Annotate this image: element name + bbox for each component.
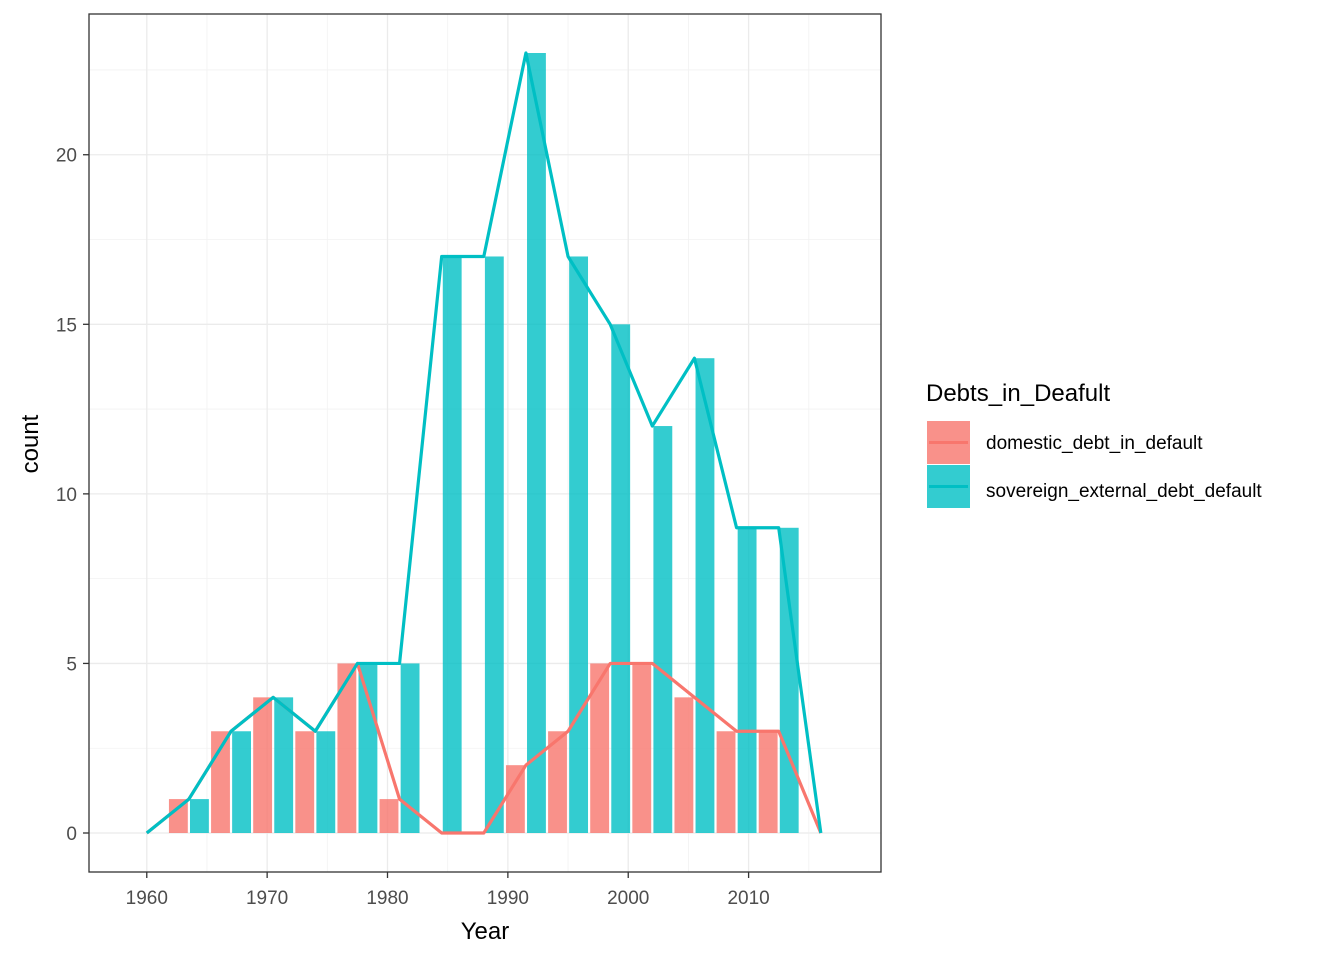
bar-domestic xyxy=(505,765,525,833)
bar-domestic xyxy=(295,731,315,833)
bar-domestic xyxy=(548,731,567,833)
x-tick-label: 2010 xyxy=(727,888,769,909)
legend: Debts_in_Deafult domestic_debt_in_defaul… xyxy=(926,380,1262,508)
bar-sovereign xyxy=(779,527,799,833)
legend-item-domestic: domestic_debt_in_default xyxy=(927,421,1203,464)
bar-sovereign xyxy=(484,256,504,833)
x-axis-title: Year xyxy=(461,918,510,945)
legend-item-sovereign: sovereign_external_debt_default xyxy=(927,465,1262,508)
axes: 1960 1970 1980 1990 2000 2010 0 5 10 15 20 xyxy=(56,146,770,909)
x-tick-label: 1990 xyxy=(487,888,529,909)
bar-domestic xyxy=(337,663,357,833)
bar-sovereign xyxy=(611,324,631,833)
bar-domestic xyxy=(716,731,736,833)
bar-sovereign xyxy=(569,256,589,833)
bar-domestic xyxy=(379,799,399,833)
y-axis-title: count xyxy=(17,414,44,473)
bar-sovereign xyxy=(442,256,462,833)
bar-sovereign xyxy=(190,799,209,833)
bar-sovereign xyxy=(316,731,336,833)
y-tick-label: 0 xyxy=(66,824,77,845)
bars xyxy=(168,53,799,833)
legend-title: Debts_in_Deafult xyxy=(926,380,1110,407)
legend-label-domestic: domestic_debt_in_default xyxy=(986,433,1203,454)
bar-sovereign xyxy=(232,731,251,833)
x-tick-label: 1980 xyxy=(366,888,408,909)
bar-sovereign xyxy=(695,358,715,833)
y-tick-label: 15 xyxy=(56,315,77,336)
bar-domestic xyxy=(253,697,273,833)
x-tick-label: 1970 xyxy=(246,888,288,909)
x-tick-label: 2000 xyxy=(607,888,649,909)
bar-domestic xyxy=(168,799,188,833)
bar-sovereign xyxy=(737,527,757,833)
bar-sovereign xyxy=(527,53,546,833)
bar-domestic xyxy=(632,663,652,833)
bar-sovereign xyxy=(274,697,294,833)
plot-border xyxy=(88,13,882,873)
bar-sovereign xyxy=(653,426,673,833)
lines xyxy=(145,51,823,835)
y-tick-label: 10 xyxy=(56,485,77,506)
line-sovereign xyxy=(145,51,823,835)
x-tick-label: 1960 xyxy=(126,888,168,909)
bar-domestic xyxy=(758,731,778,833)
bar-sovereign xyxy=(358,663,378,833)
bar-sovereign xyxy=(400,663,420,833)
legend-label-sovereign: sovereign_external_debt_default xyxy=(986,481,1262,502)
y-tick-label: 20 xyxy=(56,146,77,167)
bar-domestic xyxy=(590,663,610,833)
y-tick-label: 5 xyxy=(66,654,77,675)
bar-domestic xyxy=(674,697,694,833)
